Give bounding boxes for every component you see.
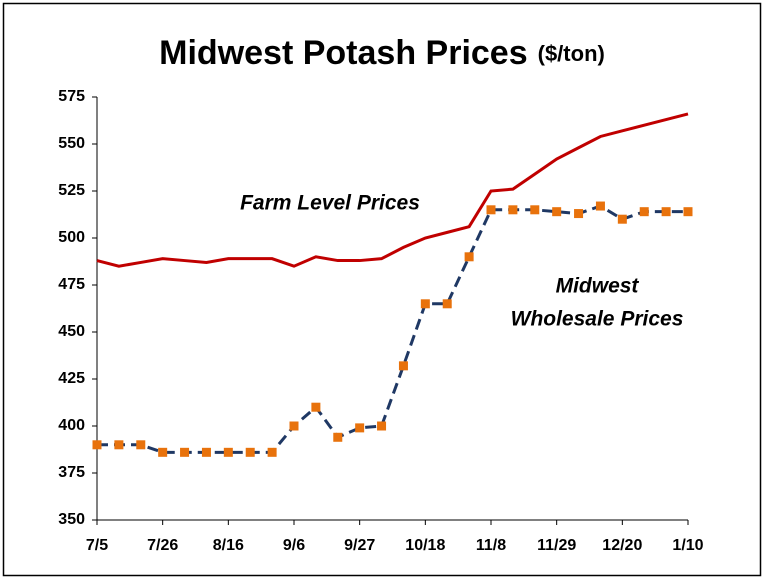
marker: [574, 209, 584, 219]
annotation: Farm Level Prices: [240, 192, 420, 215]
marker: [552, 207, 562, 217]
chart-title: Midwest Potash Prices: [159, 34, 527, 72]
x-tick-label: 11/29: [537, 537, 576, 554]
y-tick-label: 350: [58, 511, 85, 528]
marker: [311, 402, 321, 412]
x-tick-label: 8/16: [213, 537, 244, 554]
x-tick-label: 12/20: [602, 537, 642, 554]
marker: [92, 440, 102, 450]
marker: [595, 201, 605, 211]
y-tick-label: 500: [58, 229, 85, 246]
x-tick-label: 7/26: [147, 537, 178, 554]
marker: [114, 440, 124, 450]
x-tick-label: 11/8: [476, 537, 506, 554]
marker: [333, 432, 343, 442]
annotation: Wholesale Prices: [511, 308, 684, 331]
marker: [486, 205, 496, 215]
marker: [245, 447, 255, 457]
x-tick-label: 9/27: [344, 537, 375, 554]
x-tick-label: 10/18: [405, 537, 445, 554]
x-tick-label: 1/10: [672, 537, 703, 554]
y-tick-label: 375: [58, 464, 85, 481]
marker: [289, 421, 299, 431]
marker: [530, 205, 540, 215]
marker: [201, 447, 211, 457]
y-tick-label: 575: [58, 88, 85, 105]
series-line: [96, 112, 689, 268]
x-tick-label: 9/6: [283, 537, 305, 554]
marker: [464, 252, 474, 262]
marker: [377, 421, 387, 431]
marker: [661, 207, 671, 217]
marker: [267, 447, 277, 457]
marker: [158, 447, 168, 457]
y-tick-label: 525: [58, 182, 85, 199]
marker: [442, 299, 452, 309]
chart-subtitle: ($/ton): [538, 41, 605, 66]
marker: [508, 205, 518, 215]
marker: [355, 423, 365, 433]
marker: [398, 361, 408, 371]
marker: [180, 447, 190, 457]
y-tick-label: 550: [58, 135, 85, 152]
y-tick-label: 450: [58, 323, 85, 340]
marker: [639, 207, 649, 217]
chart-title-group: Midwest Potash Prices ($/ton): [159, 34, 605, 72]
annotation: Midwest: [556, 275, 640, 298]
y-tick-label: 425: [58, 370, 85, 387]
y-tick-label: 400: [58, 417, 85, 434]
marker: [617, 214, 627, 224]
marker: [223, 447, 233, 457]
marker: [136, 440, 146, 450]
marker: [420, 299, 430, 309]
y-tick-label: 475: [58, 276, 85, 293]
marker: [683, 207, 693, 217]
x-tick-label: 7/5: [86, 537, 108, 554]
